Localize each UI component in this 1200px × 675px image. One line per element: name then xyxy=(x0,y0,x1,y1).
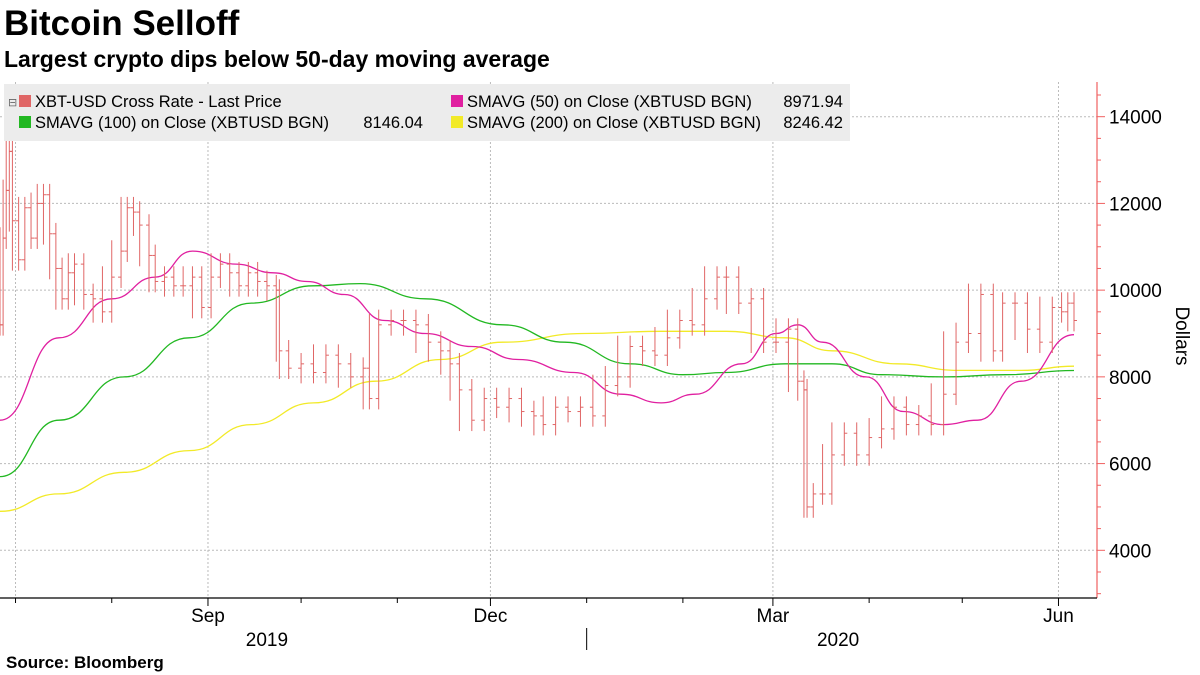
legend-swatch xyxy=(451,95,463,107)
sma100-series xyxy=(0,282,1075,478)
legend-value: 8146.04 xyxy=(363,114,423,132)
legend-value: 8246.42 xyxy=(783,114,843,132)
sma200-line xyxy=(0,330,1075,512)
price-series xyxy=(0,140,1077,518)
x-tick-label: Sep xyxy=(191,606,225,627)
x-tick-label: Mar xyxy=(757,606,790,627)
y-tick-label: 8000 xyxy=(1109,368,1151,389)
y-tick-label: 10000 xyxy=(1109,281,1162,302)
axes: 4000 6000 8000 10000 12000 14000 Sep Dec Mar Jun 2… xyxy=(0,82,1192,651)
x-year-label: 2020 xyxy=(817,630,859,651)
x-year-label: 2019 xyxy=(246,630,288,651)
legend-expand-icon[interactable]: ⊟ xyxy=(8,97,17,109)
chart-subtitle: Largest crypto dips below 50-day moving … xyxy=(4,46,550,72)
legend-label: SMAVG (200) on Close (XBTUSD BGN) xyxy=(467,114,761,132)
x-tick-label: Dec xyxy=(474,606,508,627)
legend-swatch xyxy=(19,95,31,107)
chart-title: Bitcoin Selloff xyxy=(4,4,240,43)
x-tick-label: Jun xyxy=(1043,606,1074,627)
legend-swatch xyxy=(451,116,463,128)
sma50-series xyxy=(0,250,1075,426)
y-tick-label: 14000 xyxy=(1109,108,1162,129)
legend: XBT-USD Cross Rate - Last Price SMAVG (50… xyxy=(4,84,850,141)
y-tick-label: 12000 xyxy=(1109,194,1162,215)
y-tick-label: 6000 xyxy=(1109,455,1151,476)
legend-label: XBT-USD Cross Rate - Last Price xyxy=(35,93,282,111)
y-axis-label: Dollars xyxy=(1171,306,1192,365)
legend-background xyxy=(4,84,850,141)
legend-swatch xyxy=(19,116,31,128)
legend-value: 8971.94 xyxy=(783,93,843,111)
legend-label: SMAVG (50) on Close (XBTUSD BGN) xyxy=(467,93,752,111)
legend-label: SMAVG (100) on Close (XBTUSD BGN) xyxy=(35,114,329,132)
sma200-series xyxy=(0,330,1075,512)
sma50-line xyxy=(0,250,1075,426)
source-note: Source: Bloomberg xyxy=(6,653,164,672)
y-tick-label: 4000 xyxy=(1109,541,1151,562)
sma100-line xyxy=(0,282,1075,478)
